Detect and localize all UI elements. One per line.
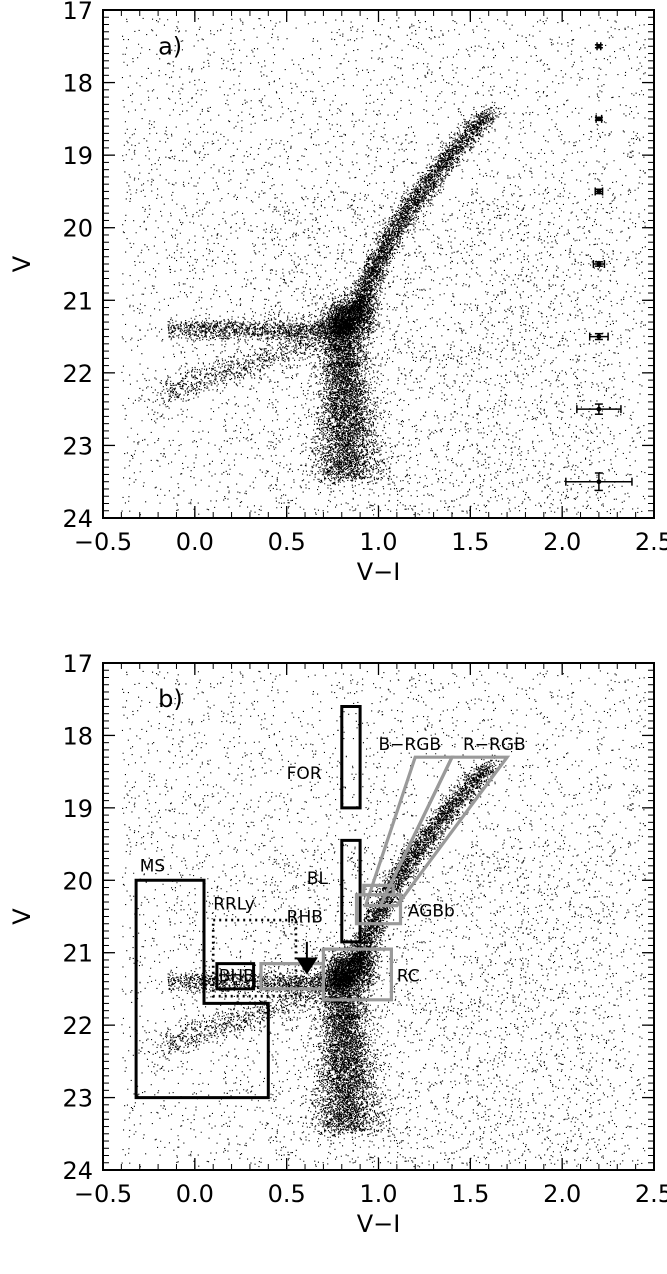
x-tick-label: 0.5 xyxy=(268,528,306,556)
star-points-b xyxy=(121,670,646,1168)
y-tick-label: 19 xyxy=(62,795,93,823)
y-tick-label: 23 xyxy=(62,432,93,460)
y-axis-title-a: V xyxy=(8,255,36,272)
y-tick-label: 22 xyxy=(62,1012,93,1040)
y-tick-label: 17 xyxy=(62,650,93,678)
y-tick-label: 20 xyxy=(62,215,93,243)
y-tick-label: 24 xyxy=(62,505,93,533)
region-agbb-top xyxy=(362,883,395,897)
x-tick-label: 1.0 xyxy=(359,1180,397,1208)
region-label-rc: RC xyxy=(397,967,420,987)
x-axis-title-a: V−I xyxy=(357,558,401,586)
error-bars-a xyxy=(565,42,633,492)
x-tick-label: 2.0 xyxy=(543,1180,581,1208)
y-tick-label: 21 xyxy=(62,940,93,968)
x-tick-label: 0.0 xyxy=(176,1180,214,1208)
error-bar xyxy=(594,187,604,196)
x-tick-label: 1.0 xyxy=(359,528,397,556)
x-tick-label: 2.0 xyxy=(543,528,581,556)
selection-regions-b: MS RRLy BHB RHB FOR BL RC AGBb B−RGB R−RGB xyxy=(134,705,526,1100)
x-tick-label: 0.0 xyxy=(176,528,214,556)
error-bar xyxy=(594,114,603,123)
region-bl: BL xyxy=(307,838,362,944)
region-label-b-rgb: B−RGB xyxy=(379,735,442,755)
panel-b: MS RRLy BHB RHB FOR BL RC AGBb B−RGB R−RGB −0.5 0.… xyxy=(8,650,667,1238)
error-bar xyxy=(565,472,633,492)
x-tick-label: 1.5 xyxy=(451,528,489,556)
y-tick-label: 18 xyxy=(62,70,93,98)
plot-frame-a xyxy=(102,9,655,519)
region-label-agbb: AGBb xyxy=(408,902,455,922)
region-for: FOR xyxy=(287,705,362,810)
y-tick-label: 19 xyxy=(62,142,93,170)
scatter-points-a xyxy=(121,17,646,516)
region-r-rgb: R−RGB xyxy=(377,735,526,908)
x-tick-label: 1.5 xyxy=(451,1180,489,1208)
region-label-bl: BL xyxy=(307,869,329,889)
region-rrly: RRLy xyxy=(211,894,298,998)
region-label-for: FOR xyxy=(287,764,322,784)
x-tick-label: −0.5 xyxy=(74,528,132,556)
error-bar xyxy=(592,260,606,268)
y-tick-label: 22 xyxy=(62,360,93,388)
region-label-rhb: RHB xyxy=(287,907,323,927)
panel-a: −0.5 0.0 0.5 1.0 1.5 2.0 2.5 17 18 19 20 21 22 23 24 a… xyxy=(8,0,667,586)
region-label-ms: MS xyxy=(140,857,165,877)
axis-ticks-b: −0.5 0.0 0.5 1.0 1.5 2.0 2.5 17 18 19 20 21 22 23 24 xyxy=(62,650,667,1208)
y-axis-title-b: V xyxy=(8,908,36,925)
x-tick-label: 0.5 xyxy=(268,1180,306,1208)
error-bar xyxy=(576,403,622,415)
panel-label-b: b) xyxy=(158,685,183,713)
error-bar xyxy=(588,332,609,341)
x-axis-title-b: V−I xyxy=(357,1210,401,1238)
scatter-points-b xyxy=(121,670,646,1168)
y-tick-label: 17 xyxy=(62,0,93,25)
y-tick-label: 20 xyxy=(62,867,93,895)
axis-ticks-a: −0.5 0.0 0.5 1.0 1.5 2.0 2.5 17 18 19 20 21 22 23 24 xyxy=(62,0,667,556)
x-tick-label: 2.5 xyxy=(635,528,667,556)
y-tick-label: 18 xyxy=(62,722,93,750)
x-tick-label: 2.5 xyxy=(635,1180,667,1208)
panel-label-a: a) xyxy=(158,32,182,60)
region-bhb: BHB xyxy=(215,962,256,991)
rhb-arrow xyxy=(295,941,318,975)
error-bar xyxy=(594,42,603,51)
star-points-a xyxy=(121,17,646,516)
y-tick-label: 23 xyxy=(62,1085,93,1113)
y-tick-label: 21 xyxy=(62,287,93,315)
x-tick-label: −0.5 xyxy=(74,1180,132,1208)
y-tick-label: 24 xyxy=(62,1157,93,1185)
region-label-rrly: RRLy xyxy=(213,894,255,914)
region-ms: MS xyxy=(134,857,270,1100)
region-label-r-rgb: R−RGB xyxy=(463,735,526,755)
region-label-bhb: BHB xyxy=(219,967,255,987)
region-rc: RC xyxy=(321,947,420,1002)
